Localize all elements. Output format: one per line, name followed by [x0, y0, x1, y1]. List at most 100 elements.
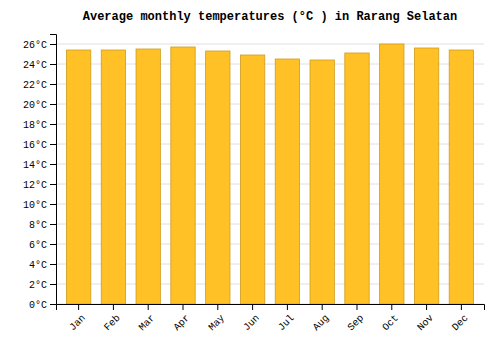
tick-label: 4°C — [29, 260, 47, 271]
tick-label: 24°C — [23, 60, 47, 71]
tick: 4°C — [29, 260, 56, 271]
tick-mark — [461, 304, 462, 310]
tick-mark — [217, 304, 218, 310]
tick-label: 22°C — [23, 80, 47, 91]
tick-mark — [50, 204, 56, 205]
tick: Sep — [346, 304, 367, 333]
tick-label: 18°C — [23, 120, 47, 131]
tick: 6°C — [29, 240, 56, 251]
tick-label: May — [206, 312, 227, 333]
bar — [240, 55, 264, 304]
tick-mark — [50, 124, 56, 125]
chart: 0°C 2°C 4°C 6°C 8°C 10°C 12°C 14°C 16°C 18°C 20°C 2… — [0, 0, 500, 350]
tick-mark — [50, 84, 56, 85]
bar — [136, 49, 160, 304]
tick-mark — [183, 304, 184, 310]
tick-label: 0°C — [29, 300, 47, 311]
axis-line — [50, 35, 57, 305]
tick: 24°C — [23, 60, 56, 71]
tick-mark — [50, 144, 56, 145]
tick-label: Jun — [241, 312, 262, 333]
tick: Feb — [102, 304, 123, 333]
tick-mark — [50, 304, 56, 305]
tick-mark — [50, 184, 56, 185]
tick: Mar — [137, 304, 158, 333]
tick: Aug — [311, 304, 332, 333]
tick-label: 16°C — [23, 140, 47, 151]
tick-label: 26°C — [23, 40, 47, 51]
tick-label: 12°C — [23, 180, 47, 191]
tick-mark — [50, 64, 56, 65]
tick-mark — [50, 104, 56, 105]
tick-label: 14°C — [23, 160, 47, 171]
tick: May — [206, 304, 227, 333]
axis-line — [57, 305, 485, 311]
tick-mark — [50, 224, 56, 225]
tick: 20°C — [23, 100, 56, 111]
tick: Jun — [241, 304, 262, 333]
y-axis: 0°C 2°C 4°C 6°C 8°C 10°C 12°C 14°C 16°C 18°C 20°C 2… — [23, 35, 57, 311]
tick: 18°C — [23, 120, 56, 131]
tick: 26°C — [23, 40, 56, 51]
tick: 14°C — [23, 160, 56, 171]
tick-label: Sep — [346, 312, 367, 333]
tick-mark — [50, 264, 56, 265]
tick-label: Jan — [67, 312, 88, 333]
tick-label: Mar — [137, 312, 158, 333]
bar — [380, 44, 404, 304]
tick-mark — [113, 304, 114, 310]
bar — [414, 48, 438, 304]
tick-label: Jul — [276, 312, 297, 333]
bar — [101, 50, 125, 304]
tick: 0°C — [29, 300, 56, 311]
tick: Jan — [67, 304, 88, 333]
tick-mark — [426, 304, 427, 310]
tick-label: Dec — [450, 312, 471, 333]
tick-label: 2°C — [29, 280, 47, 291]
tick: Nov — [415, 304, 436, 333]
tick: 16°C — [23, 140, 56, 151]
tick: 8°C — [29, 220, 56, 231]
tick-mark — [50, 164, 56, 165]
tick-mark — [322, 304, 323, 310]
tick-mark — [78, 304, 79, 310]
bar — [206, 51, 230, 304]
bar — [449, 50, 473, 304]
tick-mark — [252, 304, 253, 310]
tick: Oct — [380, 304, 401, 333]
bar — [275, 59, 299, 304]
tick: Dec — [450, 304, 471, 333]
tick: Apr — [172, 304, 193, 333]
tick-mark — [50, 284, 56, 285]
bar — [66, 50, 90, 304]
plot: 0°C 2°C 4°C 6°C 8°C 10°C 12°C 14°C 16°C 18°C 20°C 2… — [23, 35, 485, 334]
tick-label: Apr — [172, 312, 193, 333]
marks — [66, 44, 473, 304]
tick-label: Oct — [380, 312, 401, 333]
tick: 12°C — [23, 180, 56, 191]
tick-mark — [148, 304, 149, 310]
tick-label: 10°C — [23, 200, 47, 211]
tick: Jul — [276, 304, 297, 333]
tick-label: 6°C — [29, 240, 47, 251]
tick: 22°C — [23, 80, 56, 91]
tick-label: 20°C — [23, 100, 47, 111]
bar — [345, 53, 369, 304]
tick: 10°C — [23, 200, 56, 211]
title: Average monthly temperatures (°C ) in Ra… — [83, 10, 457, 24]
tick-mark — [287, 304, 288, 310]
grid-line — [56, 44, 484, 45]
tick-label: Nov — [415, 312, 436, 333]
tick-label: Feb — [102, 312, 123, 333]
grid — [56, 44, 484, 304]
tick-mark — [50, 44, 56, 45]
tick-mark — [391, 304, 392, 310]
bar — [171, 47, 195, 304]
tick-label: Aug — [311, 312, 332, 333]
x-axis: Jan Feb Mar Apr May Jun Jul Aug Sep Oct Nov Dec — [57, 304, 485, 333]
tick-mark — [50, 244, 56, 245]
tick-label: 8°C — [29, 220, 47, 231]
tick-mark — [356, 304, 357, 310]
bar — [310, 60, 334, 304]
tick: 2°C — [29, 280, 56, 291]
